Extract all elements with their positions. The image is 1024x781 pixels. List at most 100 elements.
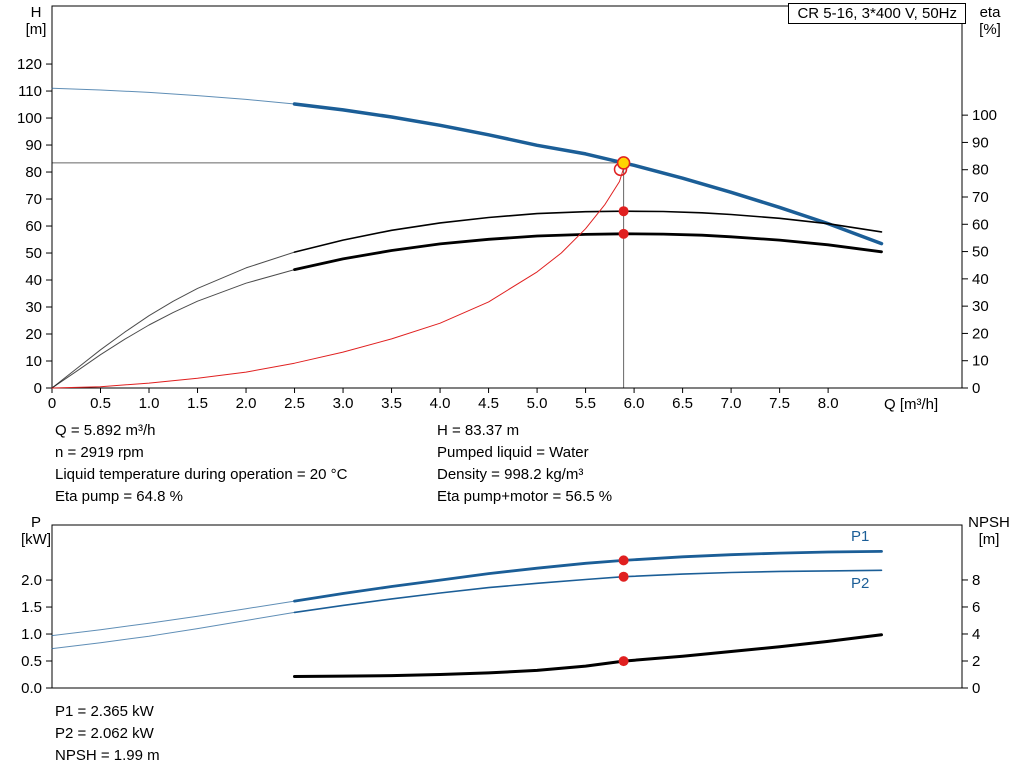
x-tick-label: 3.0	[333, 395, 354, 412]
y-left-tick-label: 0	[34, 380, 42, 397]
y-left-tick-label: 20	[25, 326, 42, 343]
x-tick-label: 1.5	[187, 395, 208, 412]
power-readout-column: P1 = 2.365 kW P2 = 2.062 kW NPSH = 1.99 …	[55, 701, 160, 767]
x-tick-label: 6.0	[624, 395, 645, 412]
x-tick-label: 8.0	[818, 395, 839, 412]
x-tick-label: 3.5	[381, 395, 402, 412]
y-right-tick-label: 4	[972, 626, 980, 643]
y-right-tick-label: 2	[972, 653, 980, 670]
eta-pump-motor-readout: Eta pump+motor = 56.5 %	[437, 488, 613, 505]
npsh-axis-name: NPSH	[968, 514, 1010, 531]
NPSH-curve	[293, 633, 883, 678]
eta-axis-name: eta	[979, 4, 1001, 21]
h-axis-header: H [m]	[18, 4, 54, 38]
y-left-tick-label: 1.0	[21, 626, 42, 643]
y-left-tick-label: 60	[25, 218, 42, 235]
readout-column-left: Q = 5.892 m³/h n = 2919 rpm Liquid tempe…	[55, 420, 347, 508]
plot-frame	[51, 524, 963, 689]
x-tick-label: 0	[48, 395, 56, 412]
duty-point-marker	[618, 228, 629, 239]
eta-axis-header: eta [%]	[964, 4, 1016, 38]
x-tick-label: 5.5	[575, 395, 596, 412]
plot-frame	[51, 5, 963, 389]
eta-pump-readout: Eta pump = 64.8 %	[55, 488, 183, 505]
y-right-tick-label: 80	[972, 162, 989, 179]
y-left-tick-label: 0.0	[21, 680, 42, 697]
y-right-tick-label: 50	[972, 244, 989, 261]
x-tick-label: 2.0	[236, 395, 257, 412]
duty-point-marker	[618, 555, 629, 566]
P1-curve	[293, 550, 883, 603]
readout-column-right: H = 83.37 m Pumped liquid = Water Densit…	[437, 420, 612, 508]
y-left-tick-label: 50	[25, 245, 42, 262]
liquid-temp-readout: Liquid temperature during operation = 20…	[55, 466, 348, 483]
y-right-tick-label: 100	[972, 107, 997, 124]
x-tick-label: 7.5	[769, 395, 790, 412]
P2-curve	[51, 611, 295, 650]
eta-pump-curve	[293, 210, 883, 253]
y-left-tick-label: 2.0	[21, 572, 42, 589]
density-readout: Density = 998.2 kg/m³	[437, 466, 584, 483]
h-axis-name: H	[30, 4, 42, 21]
p-axis-header: P [kW]	[14, 514, 58, 548]
duty-point-marker	[618, 571, 629, 582]
eta-pump-motor-curve	[293, 232, 883, 272]
y-right-tick-label: 90	[972, 134, 989, 151]
P2-curve	[293, 569, 883, 614]
p1-readout: P1 = 2.365 kW	[55, 703, 154, 720]
y-right-tick-label: 40	[972, 271, 989, 288]
y-left-tick-label: 90	[25, 137, 42, 154]
x-tick-label: 1.0	[139, 395, 160, 412]
y-left-tick-label: 110	[18, 83, 42, 100]
y-right-tick-label: 6	[972, 599, 980, 616]
npsh-axis-unit: [m]	[978, 531, 1000, 548]
h-axis-unit: [m]	[25, 21, 47, 38]
x-tick-label: 7.0	[721, 395, 742, 412]
pump-model-title: CR 5-16, 3*400 V, 50Hz	[788, 3, 966, 24]
y-right-tick-label: 10	[972, 353, 989, 370]
q-flow-readout: Q = 5.892 m³/h	[55, 422, 156, 439]
pump-curve-H-curve	[51, 87, 295, 105]
x-tick-label: 2.5	[284, 395, 305, 412]
pump-curve-H-curve	[292, 102, 884, 246]
y-left-tick-label: 10	[25, 353, 42, 370]
y-left-tick-label: 120	[17, 56, 42, 73]
npsh-readout: NPSH = 1.99 m	[55, 747, 160, 764]
duty-point-marker	[618, 656, 629, 667]
y-left-tick-label: 40	[25, 272, 42, 289]
x-tick-label: 4.0	[430, 395, 451, 412]
chart-top: 0 0.5 1.0 1.5 2.0 2.5 3.0 3.5 4.0 4.5 5.0 5.5 6.0 6.5…	[17, 5, 997, 412]
y-right-tick-label: 20	[972, 325, 989, 342]
x-tick-label: 6.5	[672, 395, 693, 412]
eta-pump-curve	[51, 251, 295, 389]
speed-readout: n = 2919 rpm	[55, 444, 144, 461]
p-axis-unit: [kW]	[21, 531, 51, 548]
eta-pump-motor-curve	[51, 269, 295, 389]
p2-readout: P2 = 2.062 kW	[55, 725, 154, 742]
y-right-tick-label: 0	[972, 380, 980, 397]
duty-point-marker	[616, 156, 631, 170]
chart-bottom: 0.0 0.5 1.0 1.5 2.0 0 2 4 6 8 P1 P2	[21, 524, 980, 697]
q-axis-label: Q [m³/h]	[884, 396, 939, 413]
y-right-tick-label: 8	[972, 572, 980, 589]
series-label-P1: P1	[851, 528, 869, 545]
system-curve-curve	[51, 168, 624, 389]
duty-point-marker	[618, 206, 629, 217]
y-right-tick-label: 0	[972, 680, 980, 697]
y-left-tick-label: 100	[17, 110, 42, 127]
eta-axis-unit: [%]	[979, 21, 1001, 38]
y-left-tick-label: 1.5	[21, 599, 42, 616]
y-left-tick-label: 30	[25, 299, 42, 316]
y-left-tick-label: 80	[25, 164, 42, 181]
y-right-tick-label: 60	[972, 216, 989, 233]
pumped-liquid-readout: Pumped liquid = Water	[437, 444, 589, 461]
p-axis-name: P	[30, 514, 41, 531]
series-label-P2: P2	[851, 575, 869, 592]
x-tick-label: 0.5	[90, 395, 111, 412]
npsh-axis-header: NPSH [m]	[958, 514, 1020, 548]
P1-curve	[51, 600, 295, 637]
y-right-tick-label: 70	[972, 189, 989, 206]
y-left-tick-label: 0.5	[21, 653, 42, 670]
